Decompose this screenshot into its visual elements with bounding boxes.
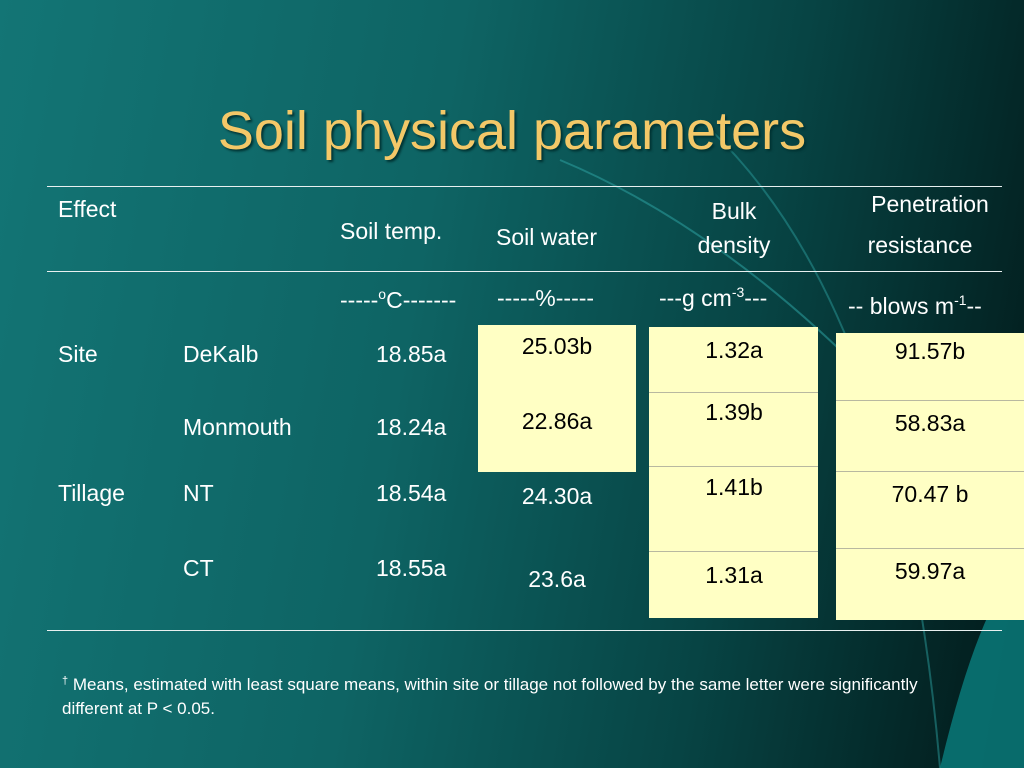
unit-text: --- [744, 285, 768, 311]
unit-text: ---g cm [659, 285, 732, 311]
row-label: DeKalb [183, 341, 259, 367]
rule [47, 630, 1002, 631]
cell-value: 59.97a [894, 558, 966, 584]
separator [836, 400, 1024, 401]
column-header: Effect [58, 196, 117, 222]
separator [649, 466, 818, 467]
footnote: † Means, estimated with least square mea… [62, 673, 962, 721]
unit-text: -----%----- [497, 285, 595, 311]
row-label: Monmouth [183, 414, 292, 440]
footnote-mark: † [62, 675, 69, 687]
unit-text: C------- [386, 287, 457, 313]
unit-text: -- [966, 293, 982, 319]
cell-value: 23.6a [528, 566, 586, 592]
cell-value: 18.85a [376, 341, 447, 367]
cell-value: 1.31a [705, 562, 763, 588]
unit-superscript: -3 [731, 284, 745, 300]
cell-value: 22.86a [521, 408, 593, 434]
column-header: Soil water [496, 224, 597, 250]
unit-text: -- blows m [848, 293, 955, 319]
column-header: resistance [867, 232, 973, 258]
cell-value: 70.47 b [891, 481, 969, 507]
separator [836, 471, 1024, 472]
highlight-box [836, 333, 1024, 620]
unit-text: ----- [340, 287, 379, 313]
cell-value: 18.54a [376, 480, 447, 506]
highlight-box [649, 327, 818, 618]
highlight-box [478, 325, 636, 472]
separator [836, 548, 1024, 549]
row-label: NT [183, 480, 214, 506]
column-header: Penetration [871, 191, 989, 217]
column-header: density [697, 232, 771, 258]
unit-label: ---g cm-3--- [659, 284, 768, 311]
rule [47, 186, 1002, 187]
row-label: CT [183, 555, 214, 581]
cell-value: 91.57b [894, 338, 966, 364]
group-label: Tillage [58, 480, 125, 506]
unit-label: -----%----- [497, 287, 594, 310]
unit-label: -----oC------- [340, 286, 457, 313]
unit-superscript: -1 [954, 292, 967, 308]
unit-label: -- blows m-1-- [848, 292, 982, 319]
cell-value: 24.30a [521, 483, 593, 509]
footnote-text: Means, estimated with least square means… [62, 675, 918, 718]
column-header: Soil temp. [340, 218, 443, 244]
cell-value: 58.83a [894, 410, 966, 436]
rule [47, 271, 1002, 272]
column-header: Bulk [711, 198, 757, 224]
cell-value: 18.24a [376, 414, 447, 440]
cell-value: 18.55a [376, 555, 447, 581]
slide-title: Soil physical parameters [217, 101, 807, 161]
cell-value: 1.39b [705, 399, 763, 425]
cell-value: 1.41b [705, 474, 763, 500]
group-label: Site [58, 341, 98, 367]
separator [649, 392, 818, 393]
cell-value: 25.03b [521, 333, 593, 359]
separator [649, 551, 818, 552]
unit-superscript: o [378, 286, 387, 302]
cell-value: 1.32a [705, 337, 763, 363]
